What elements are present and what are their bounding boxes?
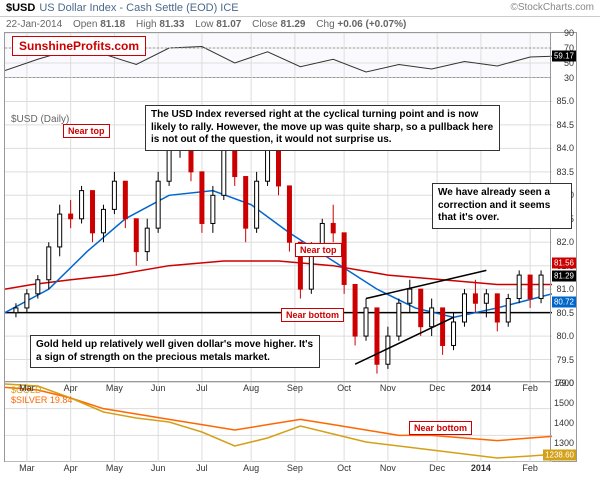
badge: Near top (63, 124, 110, 138)
ohlc-stats: 22-Jan-2014 Open 81.18 High 81.33 Low 81… (0, 17, 600, 32)
badge: Near top (295, 243, 342, 257)
x-axis: MarAprMayJunJulAugSepOctNovDec2014Feb (5, 463, 550, 477)
y-axis: 3050709059.1779.079.580.080.581.081.582.… (550, 33, 576, 461)
ticker-desc: US Dollar Index - Cash Settle (EOD) ICE (39, 2, 238, 14)
badge: Near bottom (281, 308, 344, 322)
annotation: We have already seen a correction and it… (432, 183, 572, 229)
x-axis-mid: MarAprMayJunJulAugSepOctNovDec2014Feb (5, 383, 550, 397)
stat-date: 22-Jan-2014 (6, 19, 62, 30)
svg-text:$USD (Daily): $USD (Daily) (11, 114, 69, 125)
badge: Near bottom (409, 421, 472, 435)
ticker-symbol: $USD (6, 2, 35, 14)
chart-container: SunshineProfits.com $USD (Daily) $GOLD$S… (4, 32, 577, 462)
annotation: The USD Index reversed right at the cycl… (145, 105, 500, 151)
annotation: Gold held up relatively well given dolla… (30, 335, 320, 368)
brand-badge: SunshineProfits.com (12, 36, 146, 56)
chart-header: $USD US Dollar Index - Cash Settle (EOD)… (0, 0, 600, 17)
source-label: ©StockCharts.com (510, 2, 594, 14)
